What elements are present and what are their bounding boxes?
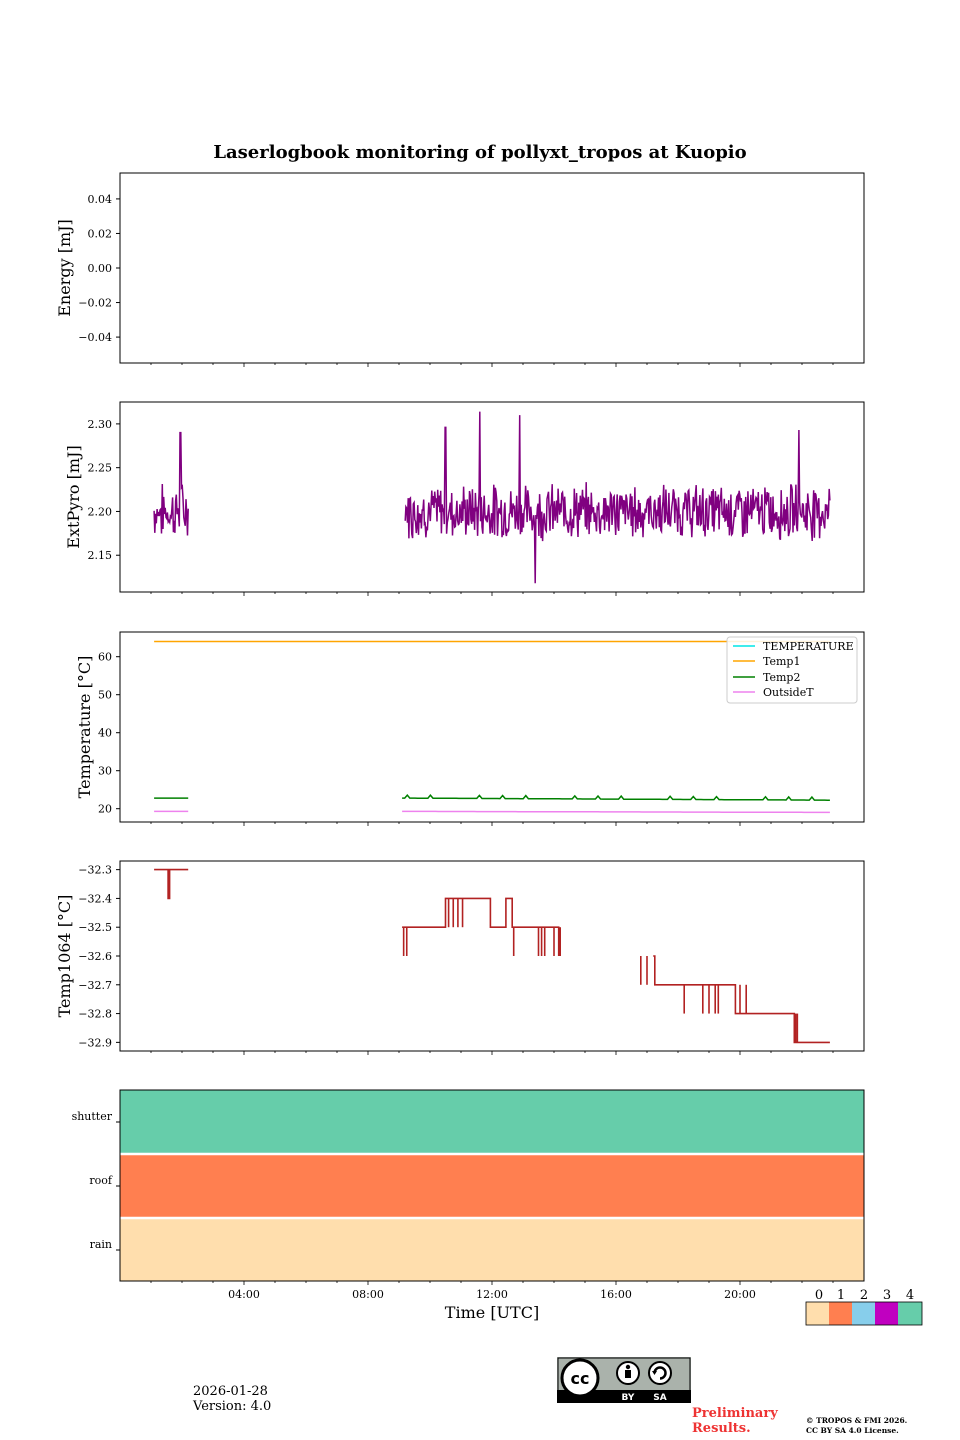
y-tick-label: −32.4 <box>78 892 112 905</box>
y-tick-label: 0.00 <box>88 262 113 275</box>
flag-label-rain: rain <box>90 1238 112 1251</box>
legend-label-temp2: Temp2 <box>763 671 800 684</box>
temp-line-outsidet-1 <box>402 810 830 814</box>
colorbar: 0 1 2 3 4 <box>805 1288 923 1326</box>
temp1064-line-segment <box>154 868 189 900</box>
temperature-y-ticks: 60 50 40 30 20 <box>98 651 120 816</box>
y-tick-label: 30 <box>98 765 112 778</box>
y-tick-label: 60 <box>98 651 112 664</box>
temp1064-series <box>154 868 830 1044</box>
temp1064-line-segment <box>402 897 560 956</box>
extpyro-y-label: ExtPyro [mJ] <box>64 445 83 548</box>
sa-icon <box>648 1361 672 1385</box>
panel-extpyro: 2.30 2.25 2.20 2.15 ExtPyro [mJ] <box>64 401 865 596</box>
figure-title: Laserlogbook monitoring of pollyxt_tropo… <box>213 142 746 163</box>
flag-row-rain <box>120 1219 864 1281</box>
copyright-note: © TROPOS & FMI 2026. CC BY SA 4.0 Licens… <box>806 1416 907 1436</box>
temp1064-y-label: Temp1064 [°C] <box>55 895 74 1018</box>
flag-row-roof <box>120 1155 864 1217</box>
y-tick-label: 20 <box>98 803 112 816</box>
y-tick-label: −32.5 <box>78 921 112 934</box>
legend-label-outsidet: OutsideT <box>763 686 814 699</box>
cc-by-sa-badge: cc BY SA <box>557 1357 691 1403</box>
colorbar-tick-1: 1 <box>837 1288 845 1303</box>
temperature-legend: TEMPERATURE Temp1 Temp2 OutsideT <box>726 636 858 704</box>
y-tick-label: 2.15 <box>88 549 113 562</box>
temp1064-line-segment <box>653 955 830 1044</box>
temp-line-temp2-1 <box>402 793 830 801</box>
preliminary-line-1: Preliminary <box>692 1406 778 1421</box>
legend-label-temperature: TEMPERATURE <box>763 640 854 653</box>
temp1064-y-ticks: −32.3 −32.4 −32.5 −32.6 −32.7 −32.8 −32.9 <box>78 864 120 1049</box>
extpyro-x-ticks <box>150 592 834 596</box>
panel-temperature: 60 50 40 30 20 Temperature [°C] TEMPERATURE … <box>75 631 865 826</box>
temperature-series <box>154 640 830 814</box>
cc-by-text: BY <box>622 1393 635 1403</box>
preliminary-note: Preliminary Results. <box>692 1406 778 1436</box>
temperature-x-ticks <box>150 822 834 826</box>
x-tick-label: 08:00 <box>352 1288 384 1301</box>
y-tick-label: 0.04 <box>88 193 113 206</box>
colorbar-swatch-1 <box>829 1302 852 1325</box>
colorbar-tick-4: 4 <box>906 1288 914 1303</box>
cc-icon-label: cc <box>571 1369 590 1388</box>
y-tick-label: 2.30 <box>88 418 113 431</box>
temp1064-x-ticks <box>150 1051 834 1055</box>
cc-icon <box>560 1358 600 1398</box>
panel-temp1064: −32.3 −32.4 −32.5 −32.6 −32.7 −32.8 −32.9 Temp… <box>55 860 865 1055</box>
flag-label-shutter: shutter <box>72 1110 113 1123</box>
copyright-line-1: © TROPOS & FMI 2026. <box>806 1416 908 1425</box>
temperature-y-label: Temperature [°C] <box>75 656 94 799</box>
y-tick-label: −0.04 <box>78 331 112 344</box>
footer-version: Version: 4.0 <box>193 1399 272 1414</box>
colorbar-swatch-0 <box>806 1302 829 1325</box>
colorbar-swatch-3 <box>875 1302 898 1325</box>
energy-y-ticks: 0.04 0.02 0.00 −0.02 −0.04 <box>78 193 120 344</box>
extpyro-line-segment-1 <box>404 411 831 584</box>
legend-label-temp1: Temp1 <box>763 655 800 668</box>
copyright-line-2: CC BY SA 4.0 License. <box>806 1426 899 1435</box>
extpyro-line-segment-0 <box>153 431 189 536</box>
panel-energy: 0.04 0.02 0.00 −0.02 −0.04 Energy [mJ] <box>55 172 865 367</box>
colorbar-swatch-2 <box>852 1302 875 1325</box>
x-tick-label: 20:00 <box>724 1288 756 1301</box>
energy-y-label: Energy [mJ] <box>55 219 74 317</box>
colorbar-tick-3: 3 <box>883 1288 891 1303</box>
footer-date-block: 2026-01-28 Version: 4.0 <box>193 1384 271 1414</box>
x-tick-label: 16:00 <box>600 1288 632 1301</box>
energy-x-ticks <box>150 363 834 367</box>
y-tick-label: −0.02 <box>78 297 112 310</box>
y-tick-label: −32.7 <box>78 979 112 992</box>
footer-date: 2026-01-28 <box>193 1384 268 1399</box>
colorbar-swatch-4 <box>898 1302 922 1325</box>
y-tick-label: −32.8 <box>78 1008 112 1021</box>
y-tick-label: −32.6 <box>78 950 112 963</box>
flag-label-roof: roof <box>89 1174 113 1187</box>
colorbar-tick-0: 0 <box>815 1288 823 1303</box>
flag-row-shutter <box>120 1090 864 1153</box>
y-tick-label: 2.20 <box>88 505 113 518</box>
x-tick-label: 04:00 <box>228 1288 260 1301</box>
y-tick-label: −32.9 <box>78 1036 112 1049</box>
x-tick-label: 12:00 <box>476 1288 508 1301</box>
x-axis-label: Time [UTC] <box>445 1303 539 1322</box>
y-tick-label: 2.25 <box>88 462 113 475</box>
y-tick-label: 50 <box>98 689 112 702</box>
flags-x-ticks: 04:00 08:00 12:00 16:00 20:00 <box>150 1281 834 1301</box>
preliminary-line-2: Results. <box>692 1421 751 1436</box>
y-tick-label: 0.02 <box>88 227 113 240</box>
colorbar-tick-2: 2 <box>860 1288 868 1303</box>
cc-sa-text: SA <box>653 1393 666 1403</box>
y-tick-label: −32.3 <box>78 864 112 877</box>
extpyro-series <box>153 411 831 584</box>
y-tick-label: 40 <box>98 727 112 740</box>
extpyro-y-ticks: 2.30 2.25 2.20 2.15 <box>88 418 120 562</box>
panel-flags: shutter roof rain 04:00 08:00 12:00 16:00 20… <box>72 1089 865 1322</box>
